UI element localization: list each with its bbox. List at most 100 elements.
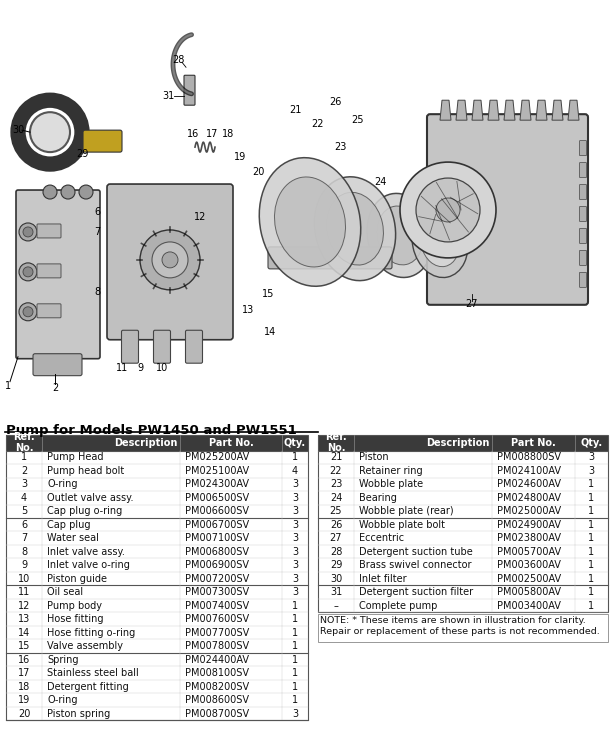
Text: 24: 24 xyxy=(330,492,342,503)
Bar xyxy=(6,653,308,667)
Circle shape xyxy=(23,227,33,237)
Text: PM005700AV: PM005700AV xyxy=(497,547,561,556)
Text: 25: 25 xyxy=(330,506,342,516)
Text: 30: 30 xyxy=(12,125,24,135)
Text: 1: 1 xyxy=(292,681,298,692)
Text: 9: 9 xyxy=(137,362,143,373)
Text: 1: 1 xyxy=(292,600,298,611)
Text: Cap plug o-ring: Cap plug o-ring xyxy=(47,506,122,516)
FancyBboxPatch shape xyxy=(580,140,586,156)
Text: PM024800AV: PM024800AV xyxy=(497,492,561,503)
Bar xyxy=(6,612,308,626)
Circle shape xyxy=(23,267,33,277)
Text: 17: 17 xyxy=(206,129,218,139)
Text: PM008200SV: PM008200SV xyxy=(185,681,249,692)
Text: 20: 20 xyxy=(252,167,264,177)
Text: PM006700SV: PM006700SV xyxy=(185,520,249,530)
Text: 13: 13 xyxy=(242,305,254,315)
Text: 6: 6 xyxy=(94,207,100,217)
Text: Bearing: Bearing xyxy=(359,492,397,503)
Bar xyxy=(318,572,608,586)
FancyBboxPatch shape xyxy=(154,330,171,363)
Text: PM023800AV: PM023800AV xyxy=(497,533,561,543)
Text: NOTE: * These items are shown in illustration for clarity.
Repair or replacement: NOTE: * These items are shown in illustr… xyxy=(320,617,600,636)
Text: 16: 16 xyxy=(187,129,199,139)
Text: Wobble plate (rear): Wobble plate (rear) xyxy=(359,506,453,516)
Text: 1: 1 xyxy=(292,641,298,651)
Text: 1: 1 xyxy=(588,492,595,503)
Text: 3: 3 xyxy=(588,452,595,462)
Text: PM024600AV: PM024600AV xyxy=(497,479,561,490)
Text: PM025000AV: PM025000AV xyxy=(497,506,561,516)
Text: 14: 14 xyxy=(264,327,276,337)
Polygon shape xyxy=(568,100,579,120)
Circle shape xyxy=(19,223,37,241)
Text: 22: 22 xyxy=(312,119,324,129)
Text: 11: 11 xyxy=(18,587,30,598)
Text: PM024400AV: PM024400AV xyxy=(185,655,249,664)
Text: PM005800AV: PM005800AV xyxy=(497,587,561,598)
Text: PM006500SV: PM006500SV xyxy=(185,492,249,503)
Text: Pump body: Pump body xyxy=(47,600,102,611)
Text: 28: 28 xyxy=(330,547,342,556)
Text: Valve assembly: Valve assembly xyxy=(47,641,123,651)
Text: Part No.: Part No. xyxy=(511,437,556,448)
Bar xyxy=(318,504,608,518)
Text: 3: 3 xyxy=(292,709,298,719)
Bar xyxy=(6,693,308,707)
FancyBboxPatch shape xyxy=(580,162,586,178)
Text: 19: 19 xyxy=(234,152,246,162)
Text: PM024100AV: PM024100AV xyxy=(497,466,561,476)
Text: Ref.
No.: Ref. No. xyxy=(13,431,35,453)
FancyBboxPatch shape xyxy=(122,330,138,363)
Text: 21: 21 xyxy=(289,105,301,115)
Text: 1: 1 xyxy=(588,506,595,516)
Text: 12: 12 xyxy=(18,600,30,611)
Bar xyxy=(6,434,308,451)
Text: PM007200SV: PM007200SV xyxy=(185,574,249,584)
Text: 9: 9 xyxy=(21,560,27,570)
Circle shape xyxy=(416,178,480,242)
Bar xyxy=(318,586,608,599)
Text: 31: 31 xyxy=(330,587,342,598)
Text: Oil seal: Oil seal xyxy=(47,587,83,598)
Bar xyxy=(6,626,308,639)
Ellipse shape xyxy=(274,177,346,267)
Text: PM003600AV: PM003600AV xyxy=(497,560,561,570)
Text: PM008100SV: PM008100SV xyxy=(185,668,249,678)
Bar xyxy=(6,707,308,720)
Text: PM007400SV: PM007400SV xyxy=(185,600,249,611)
Text: PM007700SV: PM007700SV xyxy=(185,628,249,638)
Text: 3: 3 xyxy=(292,587,298,598)
Text: Pump Head: Pump Head xyxy=(47,452,103,462)
Bar xyxy=(318,559,608,572)
Text: Part No.: Part No. xyxy=(209,437,253,448)
Text: 3: 3 xyxy=(292,547,298,556)
Text: 27: 27 xyxy=(466,299,478,309)
Text: 1: 1 xyxy=(588,520,595,530)
Text: Pump head bolt: Pump head bolt xyxy=(47,466,124,476)
Text: 27: 27 xyxy=(330,533,342,543)
Text: 21: 21 xyxy=(330,452,342,462)
Bar xyxy=(6,491,308,504)
Bar xyxy=(318,518,608,531)
Text: 15: 15 xyxy=(18,641,30,651)
Text: 1: 1 xyxy=(588,479,595,490)
Text: 26: 26 xyxy=(330,520,342,530)
Text: 7: 7 xyxy=(94,227,100,237)
Text: 6: 6 xyxy=(21,520,27,530)
FancyBboxPatch shape xyxy=(427,114,588,305)
Text: 1: 1 xyxy=(292,655,298,664)
Text: 26: 26 xyxy=(329,97,341,107)
Text: 25: 25 xyxy=(352,115,364,125)
Text: 11: 11 xyxy=(116,362,128,373)
Text: 4: 4 xyxy=(292,466,298,476)
Bar xyxy=(318,478,608,491)
FancyBboxPatch shape xyxy=(37,304,61,318)
Text: PM024900AV: PM024900AV xyxy=(497,520,561,530)
Text: 4: 4 xyxy=(21,492,27,503)
Text: 3: 3 xyxy=(292,574,298,584)
Text: PM003400AV: PM003400AV xyxy=(497,600,561,611)
Text: Detergent fitting: Detergent fitting xyxy=(47,681,129,692)
Text: 1: 1 xyxy=(292,668,298,678)
